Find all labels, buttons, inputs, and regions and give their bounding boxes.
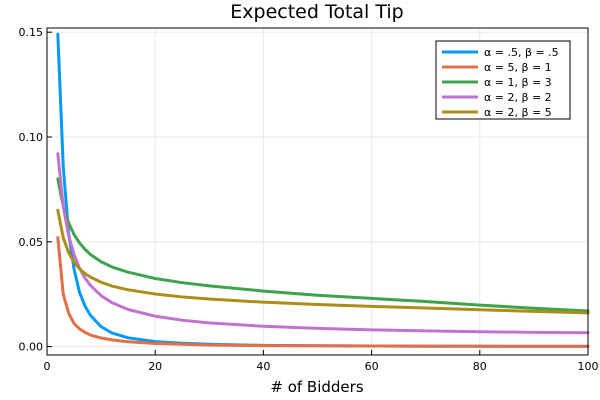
legend-box bbox=[435, 40, 571, 120]
legend-label: α = 2, β = 2 bbox=[484, 91, 552, 104]
y-axis-ticks: 0.00 0.05 0.10 0.15 bbox=[19, 26, 52, 354]
plot-frame bbox=[46, 27, 589, 356]
series-line-3 bbox=[56, 177, 590, 313]
y-tick-label: 0.15 bbox=[19, 26, 44, 39]
legend-label: α = 5, β = 1 bbox=[484, 61, 552, 74]
x-tick-label: 60 bbox=[365, 360, 379, 373]
legend-label: α = 2, β = 5 bbox=[484, 106, 552, 119]
series-line-5 bbox=[56, 208, 590, 315]
x-tick-label: 80 bbox=[473, 360, 487, 373]
x-tick-label: 20 bbox=[148, 360, 162, 373]
y-tick-label: 0.05 bbox=[19, 236, 44, 249]
x-tick-label: 0 bbox=[44, 360, 51, 373]
legend-items: α = .5, β = .5 α = 5, β = 1 α = 1, β = 3 α … bbox=[442, 46, 559, 119]
legend: α = .5, β = .5 α = 5, β = 1 α = 1, β = 3 α … bbox=[435, 40, 571, 120]
x-tick-label: 40 bbox=[256, 360, 270, 373]
x-axis-ticks: 0 20 40 60 80 100 bbox=[44, 350, 599, 373]
y-tick-label: 0.00 bbox=[19, 341, 44, 354]
legend-label: α = 1, β = 3 bbox=[484, 76, 552, 89]
x-tick-label: 100 bbox=[578, 360, 599, 373]
x-axis-label: # of Bidders bbox=[270, 378, 363, 396]
series-group bbox=[56, 32, 590, 348]
series-line-2 bbox=[56, 236, 590, 348]
series-line-4 bbox=[56, 152, 590, 335]
y-tick-label: 0.10 bbox=[19, 131, 44, 144]
legend-label: α = .5, β = .5 bbox=[484, 46, 559, 59]
chart-title: Expected Total Tip bbox=[230, 1, 403, 23]
